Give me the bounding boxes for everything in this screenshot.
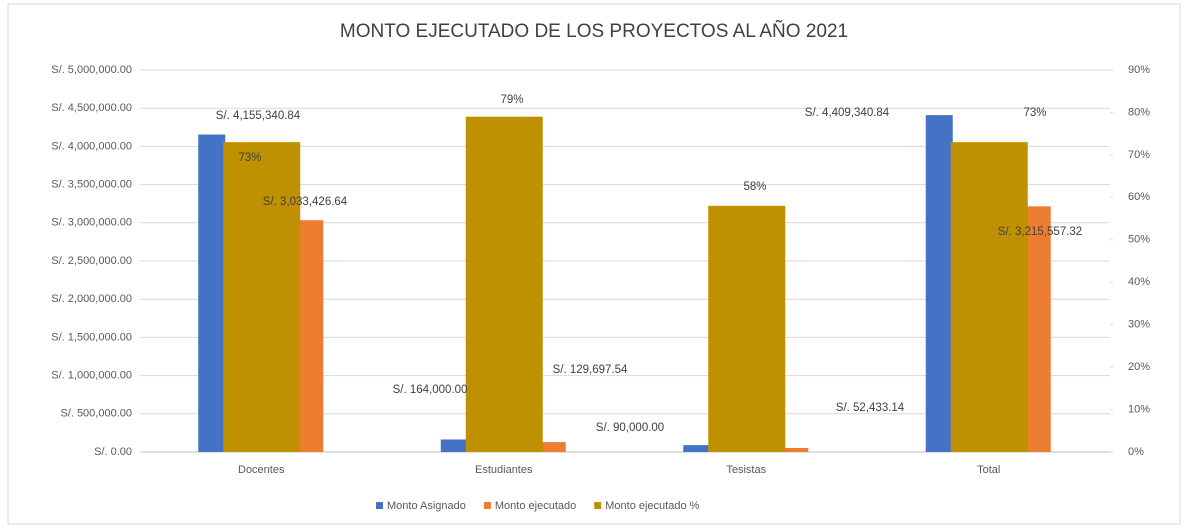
y2-tick-label: 10% [1128,403,1150,415]
x-tick-label: Estudiantes [475,464,533,476]
legend-label: Monto Asignado [387,500,466,512]
y2-tick-label: 90% [1128,64,1150,76]
data-label: S/. 4,155,340.84 [216,110,301,122]
y-tick-label: S/. 500,000.00 [60,408,132,420]
x-tick-label: Docentes [238,464,285,476]
legend-swatch [376,502,383,509]
legend-swatch [594,502,602,509]
y-tick-label: S/. 3,500,000.00 [51,179,132,191]
y-tick-label: S/. 0.00 [94,446,132,458]
y-tick-label: S/. 2,000,000.00 [51,293,132,305]
bar [1025,206,1051,452]
y2-tick-label: 0% [1128,446,1144,458]
bar [950,142,1028,452]
data-label: S/. 129,697.54 [553,364,628,376]
data-label: 73% [238,152,261,164]
y2-tick-label: 50% [1128,234,1150,246]
y2-tick-label: 30% [1128,319,1150,331]
data-label: S/. 90,000.00 [596,422,664,434]
legend-swatch [483,502,491,509]
data-label: S/. 3,215,557.32 [998,226,1082,238]
bar [783,447,809,452]
x-tick-label: Total [977,464,1000,476]
y2-tick-label: 80% [1128,106,1150,118]
y-tick-label: S/. 5,000,000.00 [51,64,132,76]
x-tick-label: Tesistas [726,464,766,476]
bar [925,115,953,453]
data-label: 73% [1023,107,1046,119]
bar [683,445,711,452]
bar [223,142,301,452]
bar [440,439,468,452]
data-label: S/. 52,433.14 [836,402,905,414]
bar [298,220,324,452]
bar [198,134,226,452]
data-label: S/. 164,000.00 [393,384,468,396]
data-label: S/. 4,409,340.84 [805,107,890,119]
y2-tick-label: 60% [1128,191,1150,203]
y-tick-label: S/. 4,000,000.00 [51,140,132,152]
data-label: 58% [743,181,766,193]
legend-label: Monto ejecutado [495,500,576,512]
y-tick-label: S/. 1,500,000.00 [51,331,132,343]
data-label: 79% [500,94,523,106]
chart-title: MONTO EJECUTADO DE LOS PROYECTOS AL AÑO … [340,20,848,42]
y-tick-label: S/. 4,500,000.00 [51,102,132,114]
y2-tick-label: 70% [1128,149,1150,161]
bar [465,116,543,452]
y-tick-label: S/. 2,500,000.00 [51,255,132,267]
y2-tick-label: 20% [1128,361,1150,373]
y-tick-label: S/. 3,000,000.00 [51,217,132,229]
legend-label: Monto ejecutado % [605,500,699,512]
bar [708,205,786,452]
bar [540,442,566,452]
y2-tick-label: 40% [1128,276,1150,288]
y-tick-label: S/. 1,000,000.00 [51,370,132,382]
data-label: S/. 3,033,426.64 [263,196,348,208]
